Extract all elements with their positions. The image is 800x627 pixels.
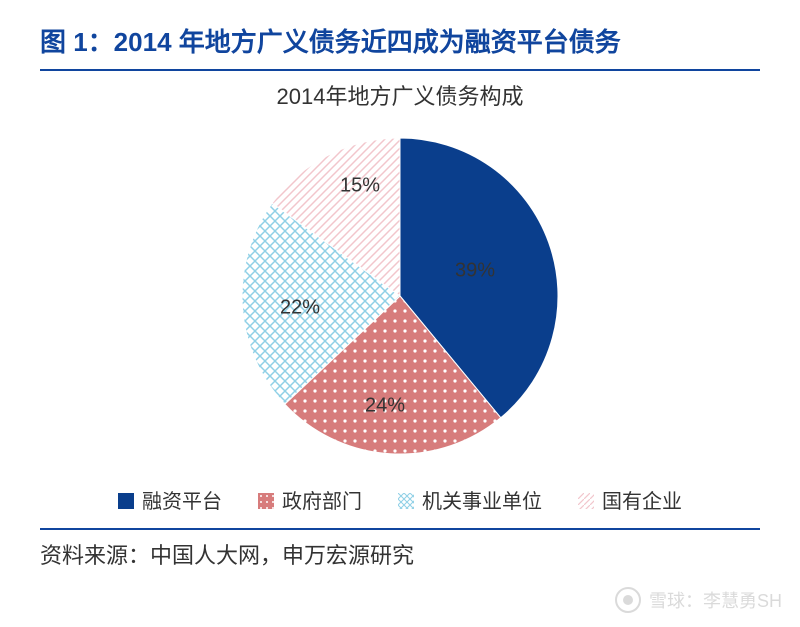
legend-label-financing_platform: 融资平台	[142, 485, 222, 514]
chart-legend: 融资平台 政府部门 机关事业单位 国有企业	[0, 485, 800, 514]
legend-label-public_inst: 机关事业单位	[422, 485, 542, 514]
watermark-text: 雪球：李慧勇SH	[649, 587, 782, 613]
legend-item-soe: 国有企业	[578, 485, 682, 514]
pie-label-soe: 15%	[340, 174, 380, 196]
legend-label-soe: 国有企业	[602, 485, 682, 514]
watermark: 雪球：李慧勇SH	[615, 587, 782, 613]
legend-label-gov_dept: 政府部门	[282, 485, 362, 514]
pie-label-gov_dept: 24%	[365, 394, 405, 416]
legend-swatch-public_inst	[398, 492, 414, 508]
legend-swatch-soe	[578, 492, 594, 508]
title-rule	[40, 69, 760, 71]
legend-swatch-gov_dept	[258, 492, 274, 508]
legend-item-financing_platform: 融资平台	[118, 485, 222, 514]
legend-swatch-financing_platform	[118, 492, 134, 508]
figure-title: 图 1：2014 年地方广义债务近四成为融资平台债务	[0, 0, 800, 69]
bottom-rule	[40, 528, 760, 530]
watermark-icon	[615, 587, 641, 613]
pie-chart: 39% 24% 22% 15%	[0, 111, 800, 481]
legend-item-gov_dept: 政府部门	[258, 485, 362, 514]
legend-item-public_inst: 机关事业单位	[398, 485, 542, 514]
source-line: 资料来源：中国人大网，申万宏源研究	[0, 536, 800, 570]
pie-label-public_inst: 22%	[280, 296, 320, 318]
chart-title: 2014年地方广义债务构成	[0, 79, 800, 111]
pie-label-financing_platform: 39%	[455, 259, 495, 281]
